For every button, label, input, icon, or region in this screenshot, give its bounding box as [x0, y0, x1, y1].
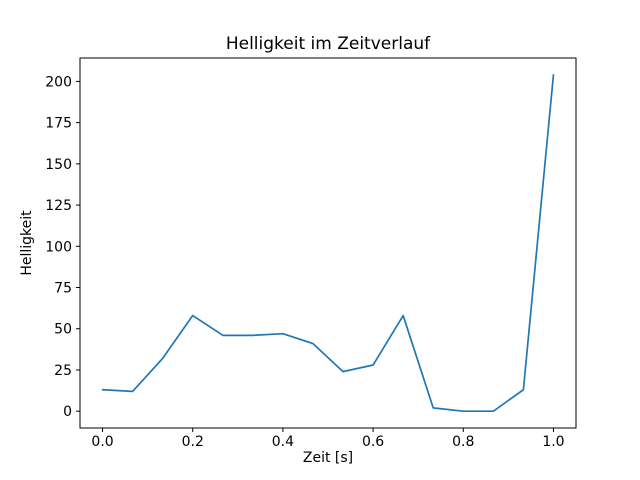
y-tick-label: 50 [54, 322, 72, 338]
plot-border [79, 57, 577, 429]
y-tick-label: 25 [54, 363, 72, 379]
x-tick-label: 0.2 [182, 434, 204, 450]
y-axis-label: Helligkeit [19, 210, 35, 276]
x-tick-label: 0.8 [452, 434, 474, 450]
line-series-helligkeit [101, 73, 555, 413]
y-tick-label: 75 [54, 281, 72, 297]
x-tick-label: 0.4 [272, 434, 294, 450]
y-tick-label: 200 [45, 74, 72, 90]
x-tick-label: 1.0 [542, 434, 564, 450]
y-tick-label: 150 [45, 157, 72, 173]
y-tick-label: 125 [45, 198, 72, 214]
x-axis-label: Zeit [s] [302, 450, 354, 466]
y-tick-label: 100 [45, 239, 72, 255]
x-tick-label: 0.0 [91, 434, 113, 450]
x-tick-label: 0.6 [362, 434, 384, 450]
y-tick-label: 0 [63, 404, 72, 420]
chart-title: Helligkeit im Zeitverlauf [225, 34, 431, 54]
y-tick-label: 175 [45, 116, 72, 132]
